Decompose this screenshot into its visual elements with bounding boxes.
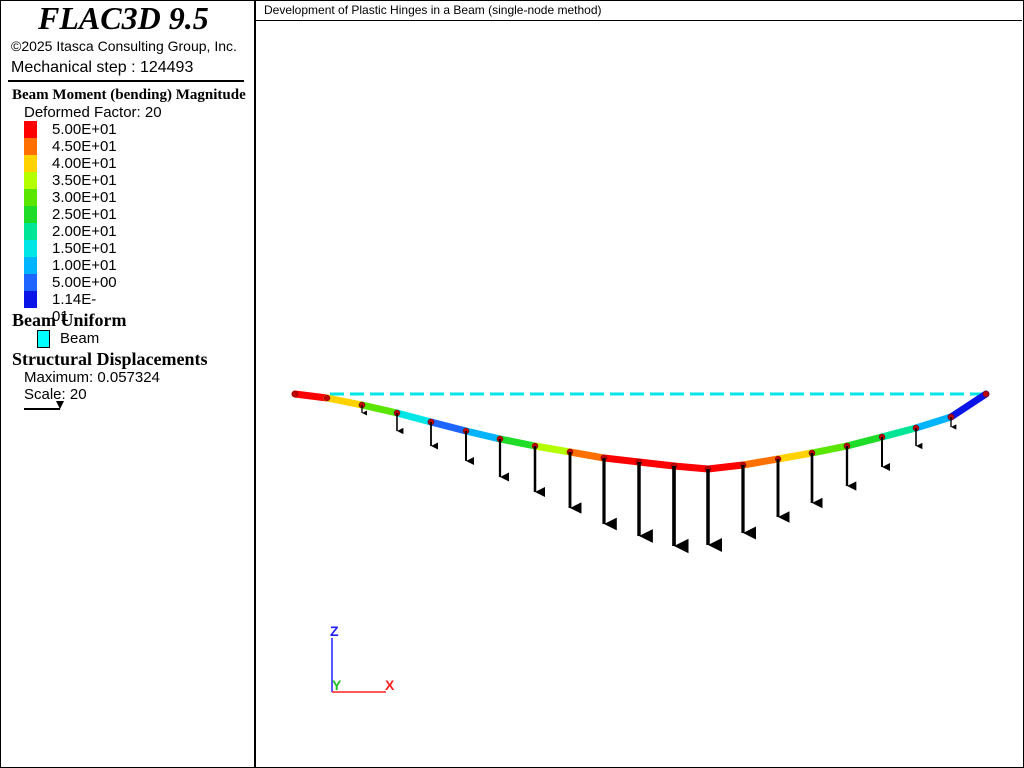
step: Mechanical step : 124493 [11, 59, 194, 76]
beam-swatch [37, 330, 50, 348]
beam-segment [600, 454, 643, 466]
legend-label: 2.00E+01 [52, 223, 117, 240]
beam-segment [462, 427, 504, 443]
legend-swatch [24, 155, 37, 172]
z-label: Z [330, 623, 339, 639]
beam [291, 390, 990, 473]
legend-label: 1.00E+01 [52, 257, 117, 274]
legend-swatch [24, 206, 37, 223]
beam-segment [912, 413, 955, 432]
legend-label: 2.50E+01 [52, 206, 117, 223]
copyright: ©2025 Itasca Consulting Group, Inc. [11, 38, 237, 54]
legend-swatch [24, 189, 37, 206]
beam-segment [531, 442, 574, 456]
legend-swatch [24, 121, 37, 138]
legend-label: 3.50E+01 [52, 172, 117, 189]
beam-uniform-title: Beam Uniform [12, 310, 127, 330]
legend-panel: FLAC3D 9.5 ©2025 Itasca Consulting Group… [0, 0, 256, 768]
beam-segment [739, 455, 782, 469]
beam-segment [323, 394, 366, 409]
plot-title: Development of Plastic Hinges in a Beam … [256, 0, 1022, 21]
legend-label: 1.50E+01 [52, 240, 117, 257]
deformed-factor: Deformed Factor: 20 [24, 104, 162, 121]
legend-swatch [24, 223, 37, 240]
legend-label: 4.50E+01 [52, 138, 117, 155]
beam-segment [774, 449, 816, 463]
displacements-title: Structural Displacements [12, 349, 208, 369]
beam-node [323, 394, 331, 402]
beam-node [982, 390, 990, 398]
legend-swatch [24, 257, 37, 274]
legend-swatch [24, 138, 37, 155]
beam-segment [704, 461, 747, 473]
beam-segment [878, 424, 920, 441]
beam-segment [670, 462, 712, 473]
x-label: X [385, 677, 395, 693]
beam-segment [843, 433, 886, 450]
legend-swatch [24, 274, 37, 291]
beam-segment [635, 458, 678, 470]
legend-label: 4.00E+01 [52, 155, 117, 172]
beam-segment [947, 390, 990, 421]
beam-node [291, 390, 299, 398]
beam-segment [358, 401, 401, 417]
separator [8, 80, 244, 82]
beam-segment [393, 409, 435, 426]
displacements-scale: Scale: 20 [24, 386, 87, 403]
legend-label: 5.00E+01 [52, 121, 117, 138]
beam-item: Beam [60, 330, 100, 347]
beam-segment [291, 390, 331, 402]
legend-label: 1.14E-01 [52, 291, 97, 325]
legend-label: 5.00E+00 [52, 274, 117, 291]
app-title: FLAC3D 9.5 [38, 0, 209, 36]
legend-swatch [24, 291, 37, 308]
displacement-arrows [361, 405, 957, 554]
displacements-max: Maximum: 0.057324 [24, 369, 160, 386]
legend-swatch [24, 240, 37, 257]
beam-segment [808, 442, 851, 457]
beam-segment [566, 448, 608, 462]
legend-title: Beam Moment (bending) Magnitude [12, 87, 246, 103]
beam-segment [427, 418, 470, 435]
axes-triad: Z Y X [330, 623, 395, 693]
legend-label: 3.00E+01 [52, 189, 117, 206]
legend-swatch [24, 172, 37, 189]
y-label: Y [332, 677, 342, 693]
beam-segment [496, 435, 539, 450]
